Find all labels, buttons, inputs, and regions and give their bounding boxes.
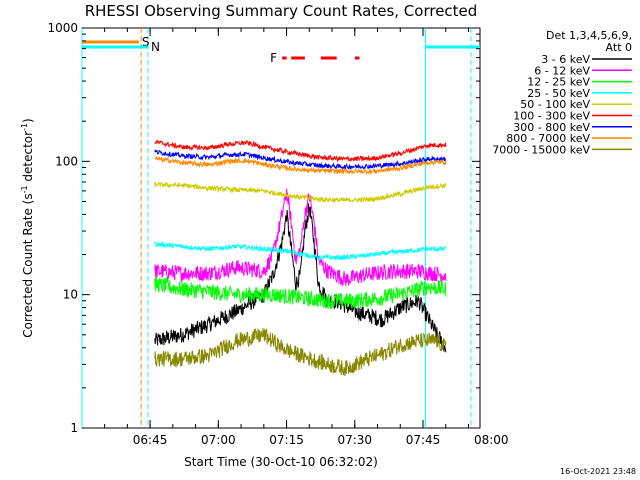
y-axis-label-mid: detector — [21, 131, 35, 186]
y-axis-label-end: ) — [21, 118, 35, 123]
plot-frame — [81, 27, 481, 429]
chart-title: RHESSI Observing Summary Count Rates, Co… — [85, 2, 478, 20]
flag-rows: S N F — [82, 35, 480, 65]
plot-area: S N F 06:45 07:00 07:15 07:30 07:45 08:00 1 10 10… — [47, 21, 508, 447]
x-tick-label-08-00: 08:00 — [474, 433, 509, 447]
legend-label-6-12-kev: 6 - 12 keV — [534, 64, 590, 77]
y-tick-label-100: 100 — [55, 154, 78, 168]
vertical-markers — [81, 28, 472, 428]
series-25-50-kev — [154, 240, 447, 262]
y-axis-ticks: 1 10 100 1000 — [47, 21, 480, 435]
legend-label-25-50-kev: 25 - 50 keV — [527, 87, 590, 100]
timestamp: 16-Oct-2021 23:48 — [560, 467, 636, 476]
flag-label-n: N — [151, 40, 160, 54]
x-axis-label: Start Time (30-Oct-10 06:32:02) — [184, 455, 378, 469]
x-tick-label-07-45: 07:45 — [406, 433, 441, 447]
series-300-800-kev — [154, 148, 447, 171]
series-7000-15000-kev — [154, 327, 447, 377]
series-50-100-kev — [154, 181, 447, 204]
flag-label-s: S — [142, 35, 150, 49]
y-tick-label-1: 1 — [70, 421, 78, 435]
legend-header-2: Att 0 — [606, 41, 632, 54]
x-tick-label-06-45: 06:45 — [133, 433, 168, 447]
y-axis-label-sup-1: -1 — [20, 185, 29, 193]
legend-label-12-25-kev: 12 - 25 keV — [527, 76, 590, 89]
y-axis-label: Corrected Count Rate (s-1 detector-1) — [20, 118, 35, 337]
series-3-6-kev — [154, 203, 447, 353]
x-tick-label-07-15: 07:15 — [269, 433, 304, 447]
y-axis-label-sup-2: -1 — [20, 123, 29, 131]
x-axis-ticks: 06:45 07:00 07:15 07:30 07:45 08:00 — [104, 28, 509, 447]
series-6-12-kev — [154, 188, 447, 287]
y-tick-label-10: 10 — [63, 288, 78, 302]
series-800-7000-kev — [154, 155, 447, 176]
y-tick-label-1000: 1000 — [47, 21, 78, 35]
series-group — [154, 139, 447, 377]
x-tick-label-07-30: 07:30 — [337, 433, 372, 447]
legend-label-50-100-kev: 50 - 100 keV — [520, 98, 590, 111]
legend-label-800-7000-kev: 800 - 7000 keV — [506, 132, 590, 145]
legend-label-100-300-kev: 100 - 300 keV — [513, 110, 590, 123]
flag-label-f: F — [270, 51, 277, 65]
legend-label-3-6-kev: 3 - 6 keV — [541, 53, 590, 66]
x-tick-label-07-00: 07:00 — [201, 433, 236, 447]
series-12-25-kev — [154, 276, 447, 309]
legend-label-7000-15000-kev: 7000 - 15000 keV — [492, 143, 590, 156]
legend-header-1: Det 1,3,4,5,6,9, — [546, 29, 632, 42]
y-axis-label-base: Corrected Count Rate (s — [21, 193, 35, 337]
legend-label-300-800-kev: 300 - 800 keV — [513, 121, 590, 134]
series-100-300-kev — [154, 139, 447, 163]
